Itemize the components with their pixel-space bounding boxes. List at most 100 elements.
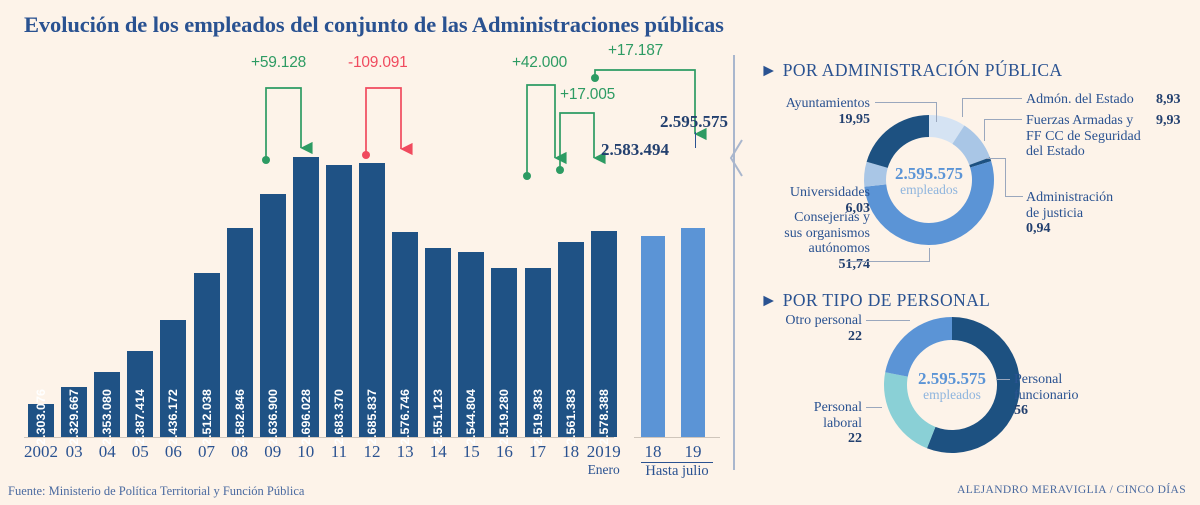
label-universidades: Universidades 6,03 [789, 185, 870, 216]
divider-notch-icon [729, 139, 743, 177]
label-personal-laboral: Personal laboral 22 [813, 400, 862, 446]
donut2-center-sub: empleados [923, 387, 981, 402]
leader-otro-personal [866, 320, 910, 321]
credit-note: ALEJANDRO MERAVIGLIA / CINCO DÍAS [957, 484, 1186, 496]
delta-label-2: +42.000 [512, 54, 568, 71]
x-label-2019: 2019 [586, 442, 621, 461]
x-label-13: 13 [396, 442, 414, 461]
leader-admon-estado-v [962, 98, 963, 117]
secondary-value-19: 2.595.575 [660, 112, 728, 131]
x-label-2002: 2002 [24, 442, 58, 461]
leader-personal-laboral [866, 407, 882, 408]
x-label-07: 07 [198, 442, 215, 461]
secondary-x-label-18: 18 [644, 442, 662, 461]
x-label-05: 05 [131, 442, 149, 461]
secondary-value-19-leader [695, 132, 696, 148]
leader-ayuntamientos-v [936, 102, 937, 122]
hasta-julio-caption: Hasta julio [645, 463, 709, 479]
delta-label-1: -109.091 [348, 54, 408, 71]
x-label-09: 09 [264, 442, 282, 461]
bar-2019 [590, 230, 617, 437]
donut-tipo-personal-svg [884, 317, 1020, 453]
donut-administracion-svg [864, 115, 994, 246]
panel-divider [733, 55, 735, 470]
label-ayuntamientos: Ayuntamientos 19,95 [785, 96, 870, 127]
donut-segment-5 [866, 115, 929, 168]
leader-ayuntamientos [875, 102, 937, 103]
bar-16 [491, 267, 518, 437]
donut1-center-number: 2.595.575 [895, 164, 963, 183]
bullet-triangle-icon-2: ► [760, 290, 778, 310]
leader-consejerias-v [929, 248, 930, 262]
bar-chart: 2.303.076 2.329.667 2.353.080 2.387.414 2.43… [24, 42, 707, 477]
x-label-14: 14 [429, 442, 447, 461]
donut-segment-2 [969, 157, 992, 168]
bar-12 [359, 163, 385, 437]
bar-07 [193, 272, 220, 437]
secondary-bar-18 [641, 235, 665, 437]
bar-13 [392, 231, 419, 437]
bar-15 [458, 251, 485, 437]
leader-consejerias [846, 261, 930, 262]
x-label-03: 03 [65, 442, 83, 461]
secondary-bar-19 [681, 228, 705, 437]
donut-segment-3 [864, 161, 994, 246]
bar-2002 [28, 403, 54, 437]
hasta-julio-rule [641, 462, 713, 463]
secondary-value-18: 2.583.494 [601, 140, 669, 159]
secondary-x-label-19: 19 [684, 442, 702, 461]
panel-heading-tipo-personal: ► POR TIPO DE PERSONAL [760, 290, 991, 310]
leader-personal-funcionario [996, 379, 1010, 380]
bar-10 [292, 157, 319, 437]
label-consejerias: Consejerías y sus organismos autónomos 5… [784, 210, 870, 272]
secondary-axis-line [634, 437, 720, 438]
delta-label-0: +59.128 [251, 54, 307, 71]
x-label-12: 12 [363, 442, 381, 461]
x-label-16: 16 [495, 442, 513, 461]
x-label-10: 10 [297, 442, 315, 461]
label-admon-estado: Admón. del Estado [1026, 92, 1134, 107]
bullet-triangle-icon: ► [760, 60, 778, 80]
bar-09 [259, 194, 286, 437]
delta-label-4: +17.187 [608, 42, 664, 59]
leader-justicia-v [1005, 158, 1006, 197]
bar-06 [160, 320, 187, 437]
donut-segment-1 [952, 125, 990, 166]
label-personal-funcionario: Personal funcionario 56 [1014, 372, 1079, 418]
bar-18 [557, 241, 584, 437]
page-title: Evolución de los empleados del conjunto … [24, 12, 724, 37]
label-justicia: Administración de justicia 0,94 [1026, 190, 1114, 236]
bar-14 [425, 247, 452, 437]
donut-segment-0 [929, 115, 965, 144]
leader-justicia [1005, 196, 1023, 197]
donut2-center-number: 2.595.575 [918, 369, 986, 388]
label-otro-personal: Otro personal 22 [785, 313, 862, 344]
bar-04 [94, 372, 121, 437]
delta-label-3: +17.005 [560, 86, 616, 103]
x-label-18: 18 [562, 442, 580, 461]
donut-tipo-personal: 2.595.575 empleados [882, 315, 1022, 455]
x-label-06: 06 [164, 442, 182, 461]
x-label-15: 15 [462, 442, 480, 461]
donut-segment-2 [885, 317, 952, 377]
x-label-08: 08 [231, 442, 249, 461]
bar-17 [524, 267, 551, 437]
x-label-11: 11 [330, 442, 348, 461]
leader-ffaa [984, 119, 1022, 120]
leader-admon-estado [962, 98, 1022, 99]
bar-03 [61, 386, 88, 437]
donut1-center-sub: empleados [900, 182, 958, 197]
donut-administracion: 2.595.575 empleados [862, 113, 996, 247]
x-label-04: 04 [98, 442, 116, 461]
x-label-17: 17 [529, 442, 546, 461]
leader-ffaa-v [984, 119, 985, 141]
x-axis-line [24, 437, 614, 438]
bar-11 [325, 164, 352, 437]
value-admon-estado: 8,93 [1156, 92, 1181, 107]
donut-segment-4 [864, 161, 888, 187]
value-fuerzas-armadas: 9,93 [1156, 113, 1181, 128]
donut-segment-0 [926, 317, 1020, 453]
donut-segment-1 [884, 372, 936, 449]
label-fuerzas-armadas: Fuerzas Armadas y FF CC de Seguridad del… [1026, 113, 1141, 159]
panel-heading-administracion: ► POR ADMINISTRACIÓN PÚBLICA [760, 60, 1063, 80]
